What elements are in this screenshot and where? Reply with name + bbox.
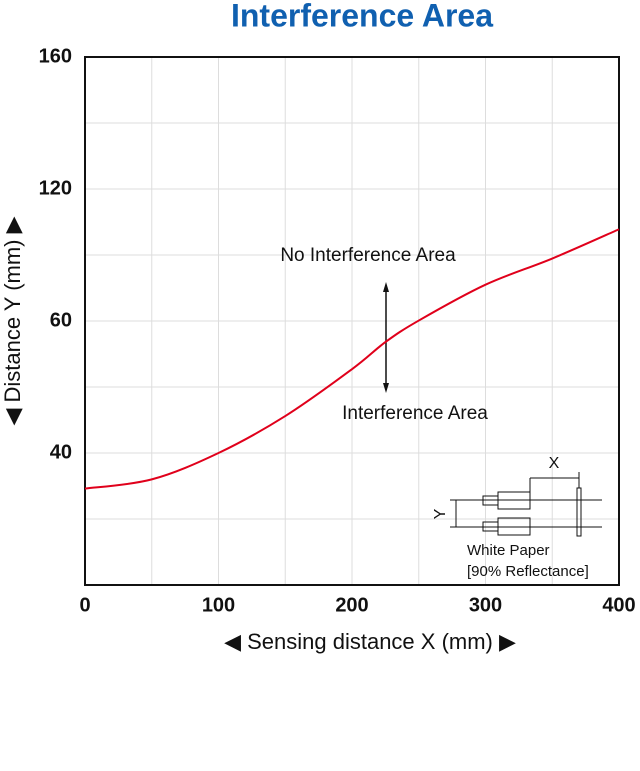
inset-diagram	[450, 472, 602, 537]
inset-label: Y	[432, 508, 449, 519]
inset-label: [90% Reflectance]	[467, 563, 589, 580]
grid	[84, 56, 620, 585]
y-tick-label: 60	[50, 309, 72, 331]
x-tick-label: 0	[79, 594, 90, 616]
x-tick-label: 400	[602, 594, 635, 616]
x-axis-label: ◀ Sensing distance X (mm) ▶	[224, 629, 516, 654]
x-tick-label: 300	[469, 594, 502, 616]
inset-label: White Paper	[467, 542, 550, 559]
y-tick-label: 160	[39, 45, 72, 67]
chart-title: Interference Area	[231, 0, 493, 33]
inset-label: X	[549, 455, 560, 472]
annotation: No Interference Area	[280, 245, 456, 266]
annotation: Interference Area	[342, 403, 488, 424]
y-axis-label: ◀ Distance Y (mm) ▶	[0, 216, 25, 425]
arrow	[383, 282, 389, 393]
x-tick-label: 200	[335, 594, 368, 616]
y-tick-label: 40	[50, 441, 72, 463]
x-tick-label: 100	[202, 594, 235, 616]
line	[84, 228, 620, 490]
y-tick-label: 120	[39, 177, 72, 199]
plot-frame	[84, 56, 620, 586]
